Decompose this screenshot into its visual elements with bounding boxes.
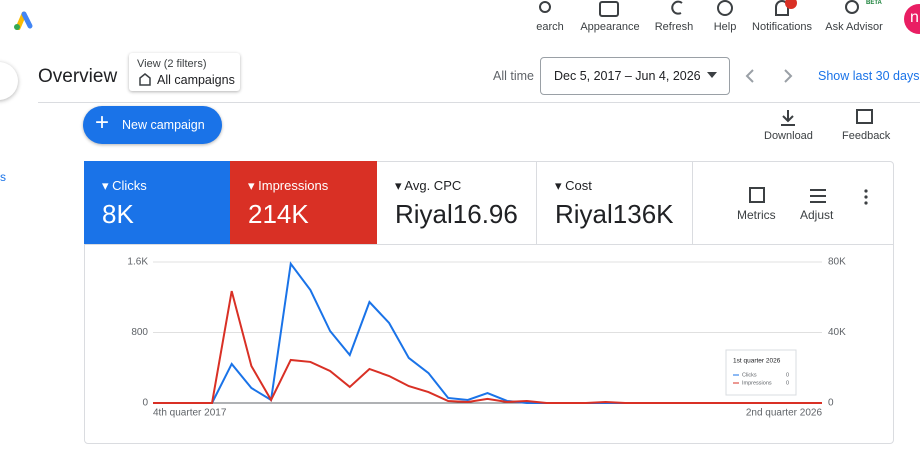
plus-icon: + — [95, 109, 110, 136]
date-picker[interactable]: Dec 5, 2017 – Jun 4, 2026 — [540, 57, 730, 95]
metric-name: ▾ Clicks — [102, 178, 147, 193]
metric-tile[interactable]: ▾ Cost Riyal136K — [537, 161, 693, 244]
logo — [14, 11, 33, 30]
page-title: Overview — [38, 66, 118, 87]
metric-name-text: Cost — [565, 178, 592, 193]
button-label: New campaign — [122, 118, 205, 132]
toolbar-item[interactable]: Refresh — [654, 21, 694, 33]
metric-value: 8K — [102, 199, 134, 229]
y2-tick-label: 40K — [828, 327, 846, 338]
y-tick-label: 800 — [131, 327, 148, 338]
tooltip — [725, 349, 797, 396]
adjust-button[interactable]: Adjust — [800, 208, 834, 222]
view-label: View (2 filters) — [137, 58, 207, 70]
metric-name: ▾ Impressions — [248, 178, 329, 193]
metrics-button[interactable]: Metrics — [737, 208, 776, 222]
toolbar-item[interactable]: Help — [713, 21, 737, 33]
metric-name-text: Avg. CPC — [404, 178, 462, 193]
divider — [38, 102, 920, 103]
metric-name-text: Impressions — [258, 178, 329, 193]
home-icon — [139, 73, 151, 86]
y-tick-label: 1.6K — [127, 257, 148, 268]
metric-tile[interactable]: ▾ Avg. CPC Riyal16.96 — [377, 161, 537, 244]
series-line — [153, 290, 822, 404]
metric-tile[interactable]: ▾ Clicks 8K — [84, 161, 230, 244]
metric-tile[interactable]: ▾ Impressions 214K — [230, 161, 377, 244]
beta-badge: BETA — [866, 0, 882, 6]
tooltip-name: Clicks — [742, 372, 757, 378]
toolbar-item[interactable]: Appearance — [580, 21, 640, 33]
metric-value: Riyal16.96 — [395, 199, 518, 229]
y2-tick-label: 0 — [828, 398, 834, 409]
x-tick-label: 2nd quarter 2026 — [746, 408, 823, 419]
side-link[interactable]: s — [0, 170, 6, 184]
metric-name: ▾ Cost — [555, 178, 592, 193]
avatar[interactable]: n — [904, 4, 920, 34]
toolbar-item[interactable]: Notifications — [752, 21, 812, 33]
side-button[interactable] — [0, 62, 18, 100]
show-last-link[interactable]: Show last 30 days — [818, 69, 920, 83]
action-icons — [781, 109, 873, 126]
tool-icons — [749, 187, 868, 205]
range-label: All time — [493, 69, 534, 83]
feedback[interactable]: Feedback — [842, 130, 891, 142]
metric-name-text: Clicks — [112, 178, 147, 193]
chart-card — [84, 161, 894, 444]
metric-value: 214K — [248, 199, 309, 229]
nav-arrows[interactable] — [744, 68, 796, 84]
tooltip-value: 0 — [786, 372, 789, 378]
tooltip-value: 0 — [786, 380, 789, 386]
y-tick-label: 0 — [142, 398, 148, 409]
download[interactable]: Download — [764, 130, 813, 142]
view-filter[interactable]: View (2 filters) All campaigns — [129, 53, 240, 91]
tile-divider — [84, 244, 893, 245]
new-campaign-button[interactable]: + New campaign — [83, 106, 222, 144]
toolbar-icons — [539, 0, 859, 17]
view-value: All campaigns — [157, 73, 235, 87]
toolbar-item[interactable]: Ask Advisor — [825, 21, 883, 33]
dropdown-arrow — [707, 72, 717, 78]
date-range: Dec 5, 2017 – Jun 4, 2026 — [554, 69, 701, 83]
toolbar-item[interactable]: earch — [536, 21, 564, 33]
series-line — [153, 261, 822, 404]
y2-tick-label: 80K — [828, 257, 846, 268]
metric-value: Riyal136K — [555, 199, 674, 229]
metric-name: ▾ Avg. CPC — [395, 178, 462, 193]
tooltip-name: Impressions — [742, 380, 772, 386]
tooltip-title: 1st quarter 2026 — [733, 358, 781, 365]
x-tick-label: 4th quarter 2017 — [153, 408, 227, 419]
